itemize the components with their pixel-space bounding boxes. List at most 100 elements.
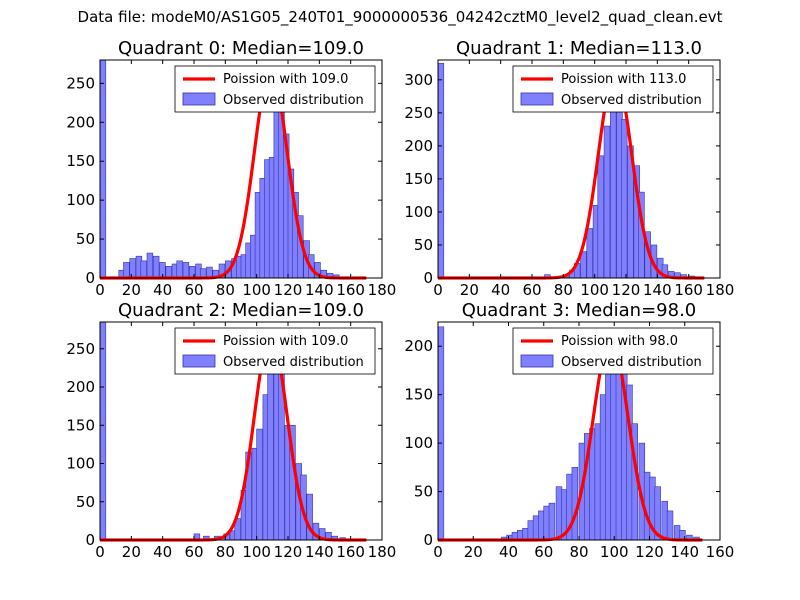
y-tick-label: 150 bbox=[404, 170, 433, 188]
bar bbox=[603, 125, 611, 279]
x-tick-label: 0 bbox=[433, 281, 443, 299]
legend: Poission with 109.0 Observed distribution bbox=[174, 65, 376, 113]
legend: Poission with 113.0 Observed distribution bbox=[512, 65, 714, 113]
x-tick-label: 160 bbox=[674, 281, 703, 299]
y-tick-label: 50 bbox=[76, 230, 95, 248]
x-tick-label: 180 bbox=[368, 281, 397, 299]
x-tick-label: 0 bbox=[95, 281, 105, 299]
bar bbox=[586, 228, 593, 279]
x-tick-label: 0 bbox=[95, 543, 105, 561]
x-tick-label: 40 bbox=[499, 543, 518, 561]
bar bbox=[527, 520, 535, 541]
x-tick-label: 100 bbox=[242, 543, 271, 561]
legend-box bbox=[512, 327, 714, 375]
legend-bar-swatch bbox=[182, 92, 216, 106]
x-tick-label: 120 bbox=[274, 543, 303, 561]
bar bbox=[599, 394, 607, 541]
legend-label-poisson: Poission with 109.0 bbox=[223, 72, 348, 87]
bar bbox=[437, 326, 445, 541]
legend-bar-swatch bbox=[520, 354, 554, 368]
y-tick-label: 200 bbox=[404, 337, 433, 355]
bar bbox=[152, 255, 160, 279]
axes-frame bbox=[99, 321, 383, 541]
y-tick-label: 250 bbox=[66, 340, 95, 358]
x-tick-label: 60 bbox=[184, 543, 203, 561]
x-tick-label: 40 bbox=[153, 543, 172, 561]
bar bbox=[597, 155, 604, 279]
bar bbox=[176, 260, 183, 279]
x-tick-label: 140 bbox=[643, 281, 672, 299]
bar bbox=[182, 262, 190, 279]
bar bbox=[610, 92, 617, 279]
y-tick-label: 100 bbox=[66, 191, 95, 209]
chart-title: Quadrant 0: Median=109.0 bbox=[118, 38, 364, 59]
legend-label-poisson: Poission with 109.0 bbox=[223, 334, 348, 349]
bar bbox=[543, 505, 550, 541]
y-tick-label: 200 bbox=[66, 113, 95, 131]
y-tick-label: 200 bbox=[404, 137, 433, 155]
x-tick-label: 100 bbox=[242, 281, 271, 299]
bar bbox=[673, 525, 681, 541]
y-tick-label: 0 bbox=[423, 531, 433, 549]
y-tick-label: 50 bbox=[76, 493, 95, 511]
figure-suptitle: Data file: modeM0/AS1G05_240T01_90000005… bbox=[77, 8, 723, 26]
x-tick-label: 80 bbox=[216, 543, 235, 561]
y-tick-label: 100 bbox=[404, 203, 433, 221]
y-tick-label: 200 bbox=[66, 378, 95, 396]
y-tick-label: 0 bbox=[423, 269, 433, 287]
chart-panel-1: 0 20 40 60 80 100 120 140 160 1800501001502002503… bbox=[404, 38, 734, 299]
chart-title: Quadrant 3: Median=98.0 bbox=[462, 300, 697, 321]
chart-title: Quadrant 1: Median=113.0 bbox=[456, 38, 702, 59]
legend-bar-swatch bbox=[520, 92, 554, 106]
y-tick-label: 150 bbox=[66, 152, 95, 170]
x-tick-label: 60 bbox=[534, 543, 553, 561]
bar bbox=[610, 365, 617, 541]
x-tick-label: 20 bbox=[460, 281, 479, 299]
bar bbox=[437, 63, 445, 279]
x-tick-label: 120 bbox=[635, 543, 664, 561]
bar bbox=[123, 262, 130, 279]
x-tick-label: 140 bbox=[670, 543, 699, 561]
bar bbox=[146, 252, 154, 279]
y-tick-label: 250 bbox=[66, 74, 95, 92]
x-tick-label: 120 bbox=[612, 281, 641, 299]
legend-label-observed: Observed distribution bbox=[561, 355, 702, 370]
chart-panel-0: 0 20 40 60 80 100 120 140 160 180050100150200250Q… bbox=[66, 38, 396, 299]
x-tick-label: 80 bbox=[216, 281, 235, 299]
bar bbox=[140, 260, 147, 279]
x-tick-label: 60 bbox=[522, 281, 541, 299]
x-tick-label: 180 bbox=[368, 543, 397, 561]
legend-label-poisson: Poission with 113.0 bbox=[561, 72, 686, 87]
bar bbox=[538, 510, 545, 541]
x-tick-label: 160 bbox=[336, 543, 365, 561]
bar bbox=[267, 363, 274, 541]
x-tick-label: 20 bbox=[122, 543, 141, 561]
y-tick-label: 250 bbox=[404, 104, 433, 122]
chart-title: Quadrant 2: Median=109.0 bbox=[118, 300, 364, 321]
legend-label-observed: Observed distribution bbox=[223, 93, 364, 108]
bar bbox=[666, 510, 674, 541]
bar bbox=[555, 486, 563, 541]
x-tick-label: 0 bbox=[433, 543, 443, 561]
y-tick-label: 0 bbox=[85, 269, 95, 287]
axes-frame bbox=[99, 59, 383, 279]
x-tick-label: 160 bbox=[336, 281, 365, 299]
x-tick-label: 160 bbox=[706, 543, 735, 561]
y-tick-label: 100 bbox=[404, 434, 433, 452]
bar bbox=[620, 119, 628, 279]
x-tick-label: 180 bbox=[706, 281, 735, 299]
bar bbox=[256, 428, 263, 541]
x-tick-label: 100 bbox=[600, 543, 629, 561]
bar bbox=[605, 370, 612, 541]
bar bbox=[99, 321, 107, 541]
x-tick-label: 120 bbox=[274, 281, 303, 299]
bar bbox=[661, 500, 668, 541]
x-tick-label: 40 bbox=[153, 281, 172, 299]
x-tick-label: 140 bbox=[305, 543, 334, 561]
y-tick-label: 100 bbox=[66, 455, 95, 473]
bar bbox=[532, 515, 540, 541]
legend-label-poisson: Poission with 98.0 bbox=[561, 334, 678, 349]
x-tick-label: 20 bbox=[122, 281, 141, 299]
